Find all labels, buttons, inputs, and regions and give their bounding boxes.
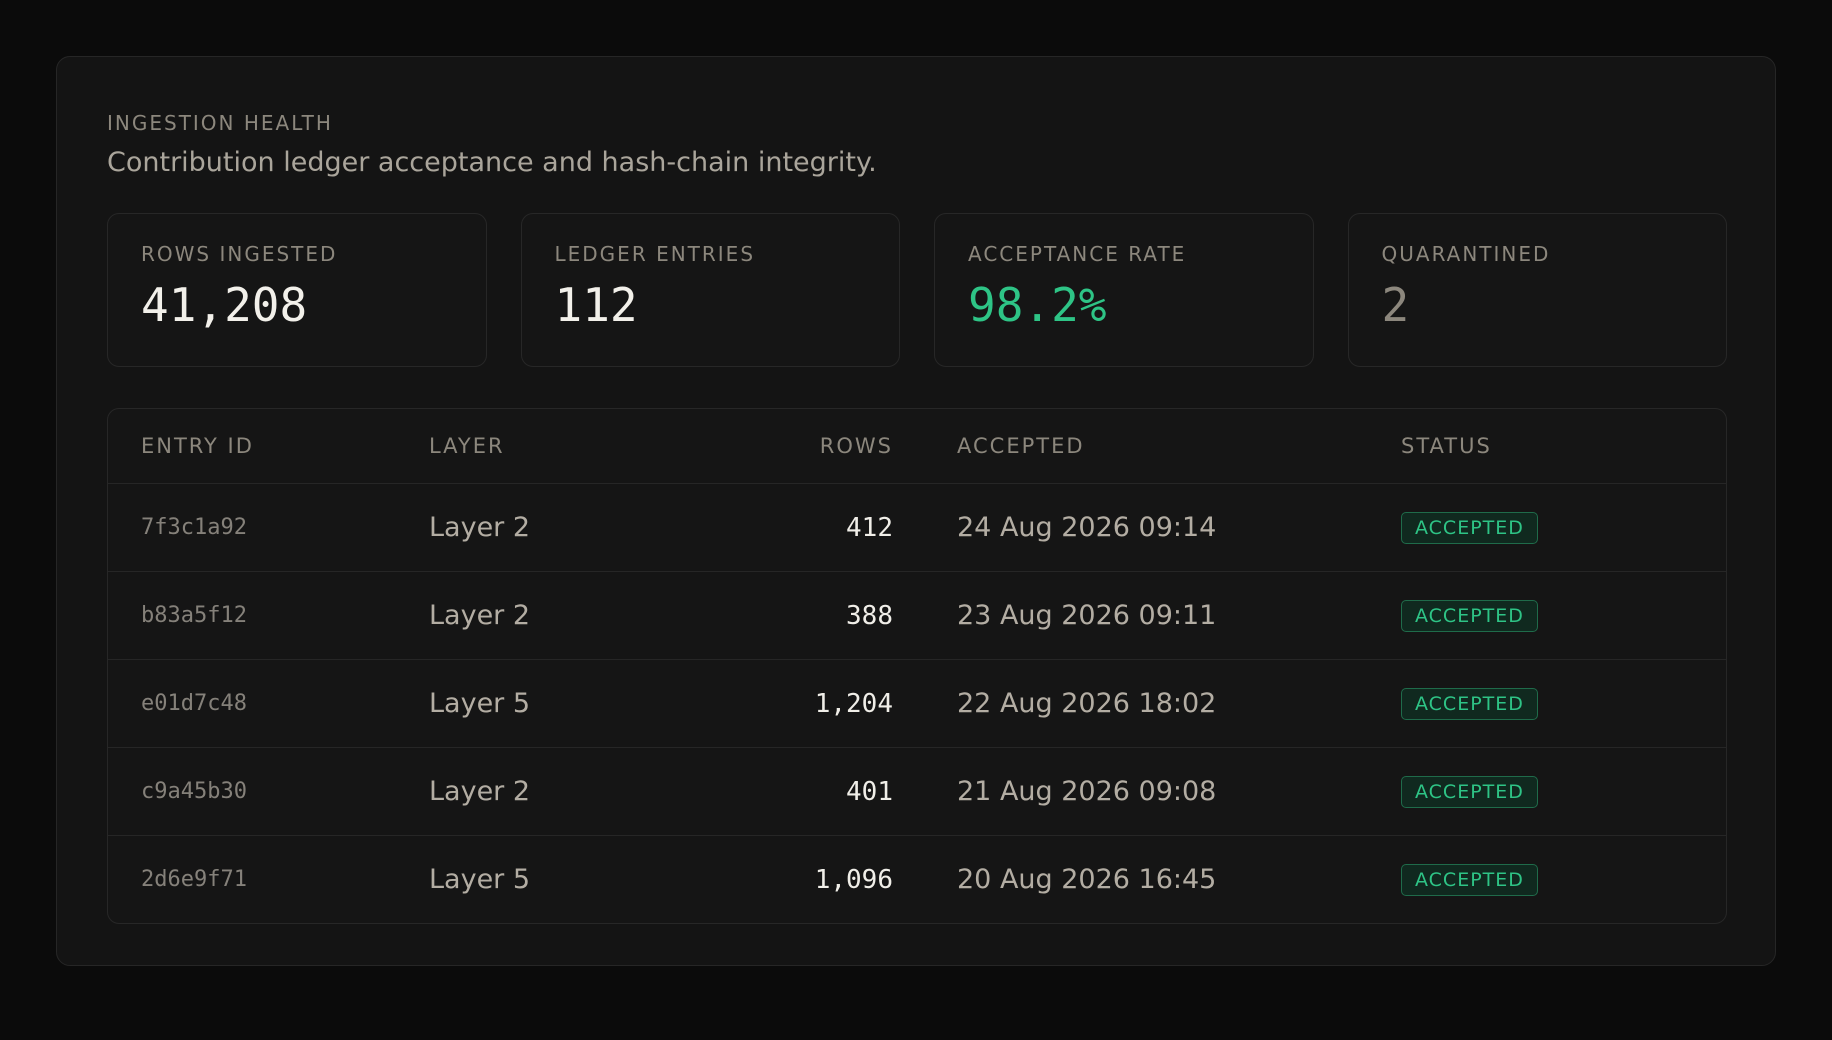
accepted-timestamp: 24 Aug 2026 09:14: [957, 512, 1217, 543]
stat-card-ledger-entries: LEDGER ENTRIES 112: [520, 213, 900, 367]
stat-card-rows-ingested: ROWS INGESTED 41,208: [107, 213, 487, 367]
section-subtitle: Contribution ledger acceptance and hash-…: [107, 147, 877, 178]
stat-value: 98.2%: [968, 278, 1107, 332]
status-badge: ACCEPTED: [1401, 511, 1538, 544]
column-header-status[interactable]: STATUS: [1401, 434, 1492, 458]
accepted-timestamp: 22 Aug 2026 18:02: [957, 688, 1217, 719]
layer-cell: Layer 2: [429, 600, 531, 631]
table-row[interactable]: 7f3c1a92 Layer 2 412 24 Aug 2026 09:14 A…: [108, 483, 1726, 571]
status-cell: ACCEPTED: [1401, 687, 1726, 720]
status-badge: ACCEPTED: [1401, 599, 1538, 632]
column-header-accepted[interactable]: ACCEPTED: [957, 434, 1085, 458]
stat-value: 41,208: [141, 278, 308, 332]
entry-id: c9a45b30: [141, 779, 247, 804]
section-eyebrow: INGESTION HEALTH: [107, 111, 333, 135]
rows-cell: 388: [846, 600, 893, 631]
layer-cell: Layer 2: [429, 776, 531, 807]
entry-id: b83a5f12: [141, 603, 247, 628]
column-header-rows[interactable]: ROWS: [819, 434, 893, 458]
layer-cell: Layer 2: [429, 512, 531, 543]
entry-id: 2d6e9f71: [141, 867, 247, 892]
stat-label: QUARANTINED: [1381, 242, 1551, 266]
stat-card-quarantined: QUARANTINED 2: [1347, 213, 1727, 367]
table-row[interactable]: e01d7c48 Layer 5 1,204 22 Aug 2026 18:02…: [108, 659, 1726, 747]
status-cell: ACCEPTED: [1401, 863, 1726, 896]
accepted-timestamp: 20 Aug 2026 16:45: [957, 864, 1217, 895]
accepted-timestamp: 21 Aug 2026 09:08: [957, 776, 1217, 807]
table-row[interactable]: 2d6e9f71 Layer 5 1,096 20 Aug 2026 16:45…: [108, 835, 1726, 923]
status-cell: ACCEPTED: [1401, 599, 1726, 632]
rows-cell: 412: [846, 512, 893, 543]
entry-id: e01d7c48: [141, 691, 247, 716]
accepted-timestamp: 23 Aug 2026 09:11: [957, 600, 1217, 631]
status-badge: ACCEPTED: [1401, 775, 1538, 808]
ledger-entries-table: ENTRY ID LAYER ROWS ACCEPTED STATUS 7f3c…: [107, 408, 1727, 924]
rows-cell: 401: [846, 776, 893, 807]
rows-cell: 1,204: [814, 688, 893, 719]
status-cell: ACCEPTED: [1401, 775, 1726, 808]
layer-cell: Layer 5: [429, 688, 531, 719]
stat-label: ACCEPTANCE RATE: [968, 242, 1187, 266]
table-row[interactable]: b83a5f12 Layer 2 388 23 Aug 2026 09:11 A…: [108, 571, 1726, 659]
stat-card-acceptance-rate: ACCEPTANCE RATE 98.2%: [934, 213, 1314, 367]
layer-cell: Layer 5: [429, 864, 531, 895]
status-badge: ACCEPTED: [1401, 863, 1538, 896]
stat-value: 112: [554, 278, 638, 332]
table-header-row: ENTRY ID LAYER ROWS ACCEPTED STATUS: [108, 409, 1726, 483]
stat-label: LEDGER ENTRIES: [554, 242, 756, 266]
column-header-layer[interactable]: LAYER: [429, 434, 505, 458]
ingestion-health-panel: INGESTION HEALTH Contribution ledger acc…: [56, 56, 1776, 966]
stat-value: 2: [1381, 278, 1410, 332]
status-badge: ACCEPTED: [1401, 687, 1538, 720]
column-header-entry-id[interactable]: ENTRY ID: [141, 434, 254, 458]
status-cell: ACCEPTED: [1401, 511, 1726, 544]
table-row[interactable]: c9a45b30 Layer 2 401 21 Aug 2026 09:08 A…: [108, 747, 1726, 835]
stats-row: ROWS INGESTED 41,208 LEDGER ENTRIES 112 …: [107, 213, 1727, 367]
stat-label: ROWS INGESTED: [141, 242, 338, 266]
entry-id: 7f3c1a92: [141, 515, 247, 540]
rows-cell: 1,096: [814, 864, 893, 895]
